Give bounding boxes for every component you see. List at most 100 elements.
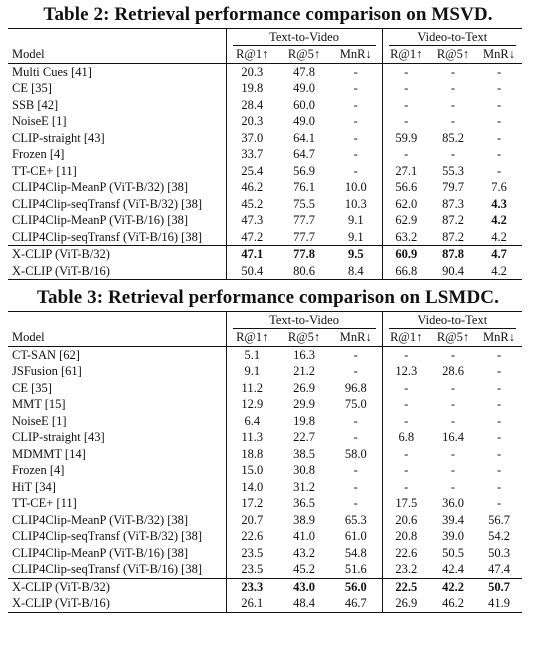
metric-cell: - [381,146,431,163]
column-header: Model [12,330,45,344]
best-value: 42.2 [442,579,464,594]
metric-cell: - [496,496,502,510]
model-name-cell: X-CLIP (ViT-B/32) [8,245,226,263]
metric-cell: - [450,380,456,395]
model-name-cell: CE [35] [12,380,52,395]
best-value: 60.9 [395,247,418,261]
metric-cell: 10.3 [344,196,367,211]
metric-cell: - [353,130,358,145]
metric-cell: - [476,345,523,363]
table-row: X-CLIP (ViT-B/32) 47.1 77.8 9.5 60.9 87.8 4.7 [8,245,523,263]
metric-cell: - [381,412,431,429]
metric-cell: 54.8 [344,545,367,560]
model-name-cell: X-CLIP (ViT-B/16) [8,595,226,613]
metric-cell: 79.7 [442,180,464,194]
model-name-cell: TT-CE+ [11] [12,496,77,510]
metric-cell: 50.4 [225,262,278,280]
group-video-to-text: Video-to-Text [388,29,517,46]
metric-cell: 61.0 [344,529,367,543]
table-row: Frozen [4] 33.7 64.7 - - - - [8,146,522,163]
metric-cell: 39.0 [442,529,464,543]
metric-cell: 50.3 [488,545,510,560]
metric-cell: 80.6 [278,262,330,280]
metric-cell: 56.6 [381,179,431,196]
table-row: NoiseE [1] 6.4 19.8 - - - - [8,412,522,429]
metric-cell: - [496,130,502,145]
table-3-caption: Table 3: Retrieval performance compariso… [37,287,499,308]
column-header: MnR↓ [339,47,372,61]
model-name-cell: SSB [42] [12,97,59,112]
metric-cell: 65.3 [344,512,367,527]
metric-cell: 37.0 [225,129,278,146]
metric-cell: - [450,413,456,428]
metric-cell: - [353,463,358,477]
metric-cell: 90.4 [430,262,477,280]
metric-cell: 87.8 [430,245,477,263]
metric-cell: 9.1 [225,363,278,380]
metric-cell: - [496,81,502,95]
metric-cell: 50.7 [476,577,523,595]
metric-cell: - [381,396,431,413]
metric-cell: - [430,345,477,363]
column-header: R@1↑ [381,329,431,346]
table-row: CLIP4Clip-seqTransf (ViT-B/16) [38] 47.2 7… [8,228,522,246]
metric-cell: 63.2 [381,228,431,246]
metric-cell: 58.0 [344,446,367,461]
metric-cell: 20.3 [225,113,278,130]
table-row: CLIP4Clip-MeanP (ViT-B/32) [38] 46.2 76.1 1… [8,179,522,196]
table-row: Frozen [4] 15.0 30.8 - - - - [8,462,522,479]
group-text-to-video: Text-to-Video [232,29,376,46]
metric-cell: 43.2 [293,545,315,560]
table-row: MDMMT [14] 18.8 38.5 58.0- - - [8,445,522,462]
metric-cell: 5.1 [225,345,278,363]
best-value: 50.7 [488,579,510,594]
metric-cell: 49.0 [293,114,315,128]
table-row: CE [35] 11.2 26.9 96.8- - - [8,379,522,396]
column-header: R@5↑ [436,47,470,61]
table-row: HiT [34] 14.0 31.2 - - - - [8,478,522,495]
metric-cell: 42.4 [442,562,464,576]
metric-cell: 20.7 [225,511,278,528]
metric-cell: 19.8 [225,80,278,97]
model-name-cell: CLIP4Clip-seqTransf (ViT-B/32) [38] [12,196,202,211]
metric-cell: - [353,413,358,428]
metric-cell: - [353,496,358,510]
metric-cell: 11.3 [225,429,278,446]
metric-cell: 14.0 [225,478,278,495]
metric-cell: - [496,380,502,395]
model-name-cell: Multi Cues [41] [8,62,226,80]
metric-cell: 46.2 [225,179,278,196]
model-name-cell: CLIP-straight [43] [12,130,105,145]
metric-cell: - [450,97,456,112]
metric-cell: 6.4 [225,412,278,429]
model-name-cell: NoiseE [1] [12,413,67,428]
best-value: 23.3 [241,579,264,594]
metric-cell: - [450,397,456,411]
metric-cell: 38.9 [293,512,315,527]
metric-cell: 45.2 [293,562,315,576]
model-name-cell: CLIP4Clip-seqTransf (ViT-B/16) [38] [12,562,202,576]
metric-cell: 12.3 [381,363,431,380]
metric-cell: 22.6 [225,528,278,545]
table-row: CE [35] 19.8 49.0 - - - - [8,80,522,97]
metric-cell: - [353,81,358,95]
metric-cell: 76.1 [293,180,315,194]
model-name-cell: Frozen [4] [12,463,65,477]
metric-cell: 23.5 [225,544,278,561]
table-row: JSFusion [61] 9.1 21.2 - 12.3 28.6 - [8,363,522,380]
metric-cell: 22.7 [293,430,315,444]
metric-cell: 60.9 [381,245,431,263]
column-header: MnR↓ [483,47,515,61]
model-name-cell: CLIP-straight [43] [12,430,105,444]
model-name-cell: HiT [34] [12,479,56,494]
metric-cell: 56.9 [293,163,315,178]
metric-cell: 45.2 [225,195,278,212]
table-row: X-CLIP (ViT-B/16) 26.1 48.4 46.7 26.9 46.2 41.… [8,595,523,613]
model-name-cell: CLIP4Clip-seqTransf (ViT-B/32) [38] [12,529,202,543]
metric-cell: - [496,163,502,178]
column-header-row: Model R@1↑ R@5↑ MnR↓ R@1↑ R@5↑ MnR↓ [8,329,522,346]
metric-cell: - [496,463,502,477]
table-3-lsmdc: Text-to-Video Video-to-Text Model R@1↑ R@5↑ M… [8,311,523,613]
metric-cell: 87.3 [442,196,464,211]
metric-cell: 28.4 [225,96,278,113]
